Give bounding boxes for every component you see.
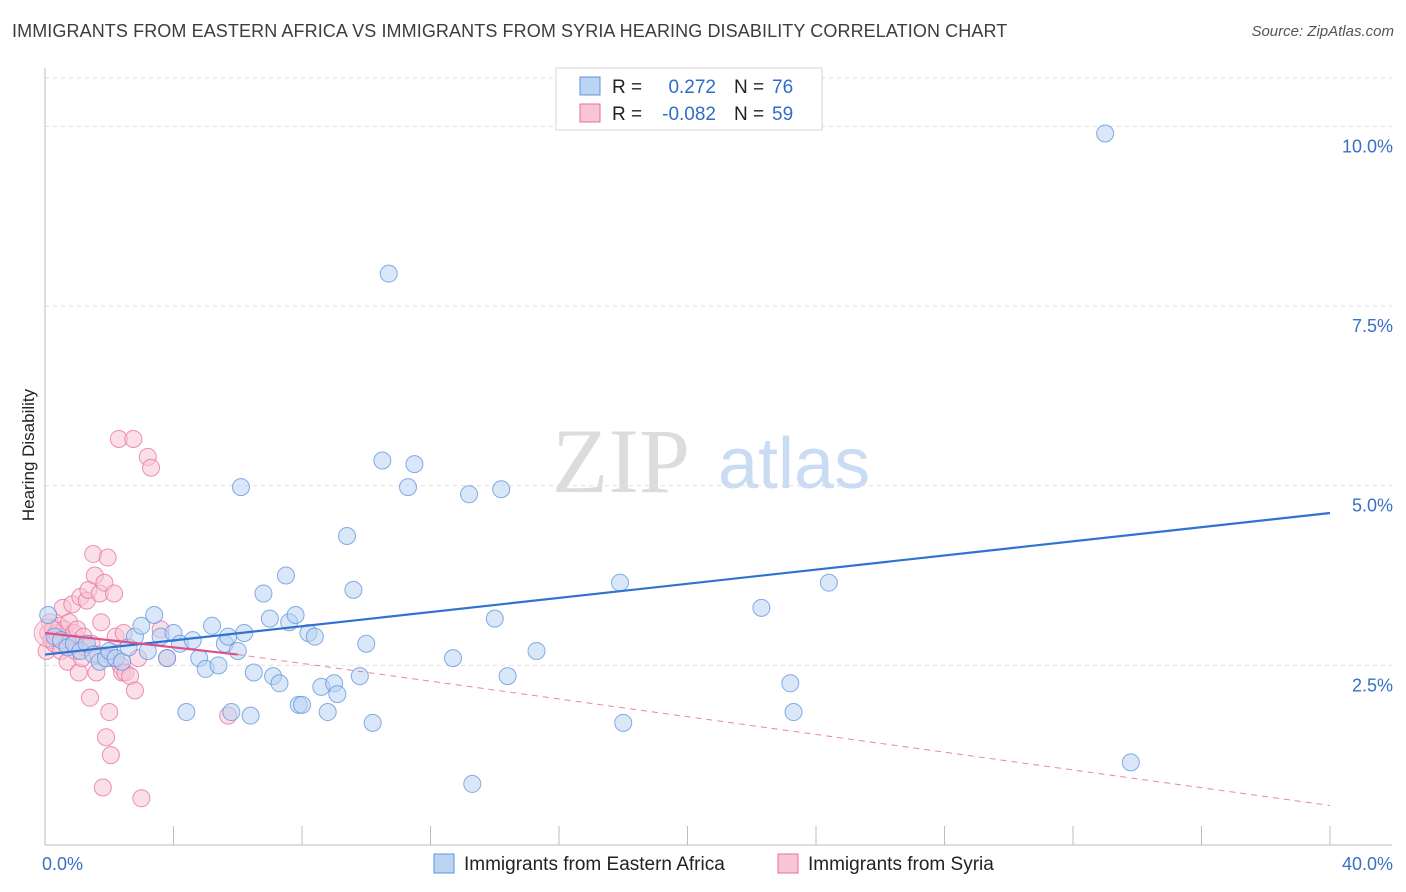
syria-point-37	[97, 728, 116, 747]
watermark-zip: ZIP	[552, 410, 690, 512]
eastern-africa-point-52	[344, 580, 363, 599]
eastern-africa-point-68	[614, 713, 633, 732]
eastern-africa-point-60	[443, 649, 462, 668]
eastern-africa-point-64	[492, 480, 511, 499]
eastern-africa-point-51	[337, 526, 356, 545]
y-tick-label-1: 5.0%	[1352, 496, 1393, 516]
x-tick-label-1: 40.0%	[1342, 854, 1393, 874]
eastern-africa-point-35	[244, 663, 263, 682]
eastern-africa-point-66	[527, 641, 546, 660]
eastern-africa-point-30	[222, 703, 241, 722]
eastern-africa-point-36	[254, 584, 273, 603]
x-tick-label-0: 0.0%	[42, 854, 83, 874]
x-tick-labels: 0.0% 40.0%	[42, 854, 1393, 874]
y-tick-label-0: 2.5%	[1352, 675, 1393, 695]
eastern-africa-point-62	[463, 774, 482, 793]
eastern-africa-point-15	[132, 616, 151, 635]
legend-n-label-1: N =	[734, 104, 764, 125]
eastern-africa-point-37	[260, 609, 279, 628]
y-tick-label-3: 10.0%	[1342, 136, 1393, 156]
y-axis-title: Hearing Disability	[19, 388, 38, 521]
y-tick-label-2: 7.5%	[1352, 316, 1393, 336]
trend-line-syria-extrapolated	[237, 654, 1331, 806]
eastern-africa-point-31	[228, 641, 247, 660]
eastern-africa-point-61	[460, 485, 479, 504]
gridlines	[45, 77, 1392, 666]
syria-point-42	[105, 584, 124, 603]
series-syria	[33, 429, 238, 808]
legend-swatch-pink	[579, 103, 601, 123]
eastern-africa-point-32	[231, 478, 250, 497]
eastern-africa-point-34	[241, 706, 260, 725]
eastern-africa-point-42	[286, 606, 305, 625]
syria-point-35	[93, 778, 112, 797]
syria-point-38	[98, 548, 117, 567]
eastern-africa-point-19	[158, 649, 177, 668]
chart-title: IMMIGRANTS FROM EASTERN AFRICA VS IMMIGR…	[12, 21, 1008, 41]
eastern-africa-point-26	[203, 616, 222, 635]
legend-swatch-blue	[579, 76, 601, 96]
trend-lines	[44, 511, 1331, 806]
series-legend: Immigrants from Eastern Africa Immigrant…	[433, 853, 994, 875]
watermark-atlas: atlas	[718, 424, 870, 504]
eastern-africa-point-39	[270, 674, 289, 693]
eastern-africa-point-54	[357, 634, 376, 653]
eastern-africa-point-44	[293, 695, 311, 714]
legend-n-value-0: 76	[772, 77, 793, 98]
bottom-legend-swatch-pink	[777, 853, 799, 874]
eastern-africa-point-17	[145, 606, 164, 625]
syria-point-40	[101, 746, 120, 765]
series-eastern-africa	[39, 124, 1140, 793]
syria-point-27	[80, 688, 99, 707]
eastern-africa-point-23	[183, 631, 202, 650]
eastern-africa-point-73	[1096, 124, 1115, 143]
legend-r-label-1: R =	[612, 104, 642, 125]
eastern-africa-point-55	[363, 713, 382, 732]
eastern-africa-point-27	[209, 656, 228, 675]
eastern-africa-point-70	[781, 674, 800, 693]
eastern-africa-point-57	[379, 264, 398, 283]
eastern-africa-point-22	[177, 703, 196, 722]
correlation-legend: R = 0.272 N = 76 R = -0.082 N = 59	[555, 67, 823, 131]
legend-n-value-1: 59	[772, 104, 793, 125]
eastern-africa-point-63	[485, 609, 504, 628]
eastern-africa-point-58	[399, 478, 418, 497]
trend-line-eastern-africa	[44, 511, 1331, 656]
bottom-legend-swatch-blue	[433, 853, 455, 874]
syria-point-55	[142, 458, 161, 477]
eastern-africa-point-74	[1121, 753, 1140, 772]
y-tick-labels: 2.5% 5.0% 7.5% 10.0%	[1342, 136, 1393, 695]
eastern-africa-point-40	[276, 566, 295, 585]
eastern-africa-point-53	[350, 667, 369, 686]
eastern-africa-point-65	[498, 667, 517, 686]
eastern-africa-point-0	[39, 606, 58, 625]
axes	[44, 68, 1392, 846]
source-label: Source: ZipAtlas.com	[1251, 23, 1394, 40]
eastern-africa-point-72	[819, 573, 838, 592]
eastern-africa-point-29	[219, 627, 238, 646]
syria-point-50	[124, 429, 143, 448]
syria-point-51	[125, 681, 144, 700]
trend-line-syria	[44, 631, 238, 656]
eastern-africa-point-48	[318, 703, 337, 722]
syria-point-53	[132, 789, 151, 808]
eastern-africa-point-46	[305, 627, 324, 646]
eastern-africa-point-59	[405, 455, 424, 474]
syria-point-34	[92, 613, 111, 632]
eastern-africa-point-56	[373, 451, 392, 470]
syria-point-39	[100, 703, 119, 722]
legend-r-value-1: -0.082	[662, 104, 716, 125]
bottom-legend-label-syria: Immigrants from Syria	[808, 854, 994, 875]
bottom-legend-label-eastern-africa: Immigrants from Eastern Africa	[464, 854, 725, 875]
eastern-africa-point-67	[611, 573, 630, 592]
eastern-africa-point-71	[784, 703, 803, 722]
legend-n-label-0: N =	[734, 77, 764, 98]
legend-r-value-0: 0.272	[668, 77, 716, 98]
eastern-africa-point-50	[328, 685, 347, 704]
eastern-africa-point-69	[752, 598, 771, 617]
legend-r-label-0: R =	[612, 77, 642, 98]
